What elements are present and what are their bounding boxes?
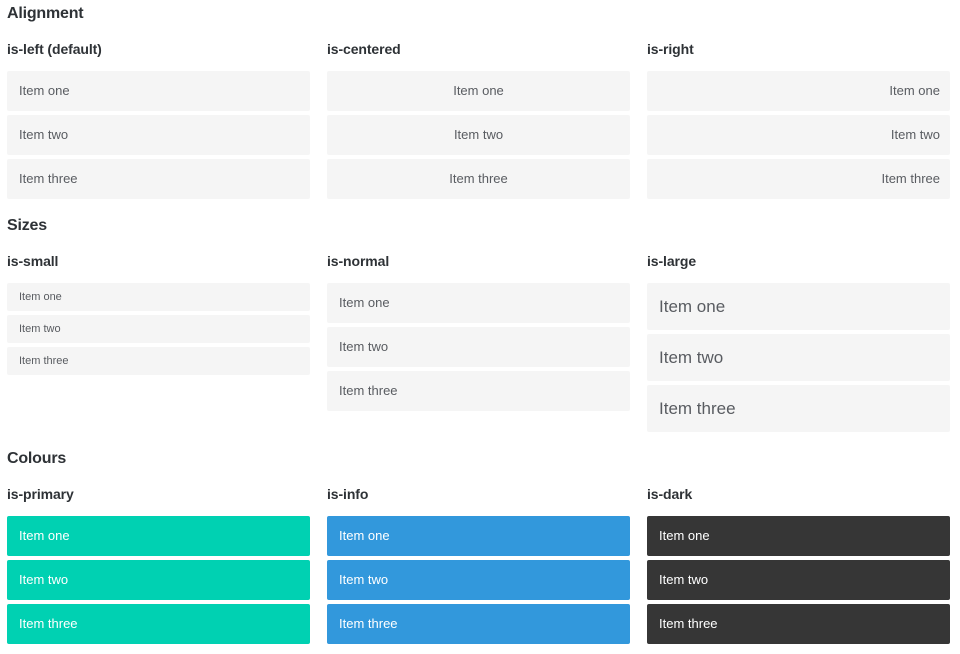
list-is-right: Item one Item two Item three — [647, 71, 950, 199]
list-item: Item three — [7, 159, 310, 199]
list-is-primary: Item one Item two Item three — [7, 516, 310, 644]
list-item: Item three — [7, 347, 310, 375]
list-item: Item three — [327, 159, 630, 199]
group-label-is-primary: is-primary — [7, 486, 74, 502]
list-item: Item two — [647, 115, 950, 155]
list-item: Item one — [647, 71, 950, 111]
list-item: Item two — [7, 115, 310, 155]
group-is-large: is-large Item one Item two Item three — [647, 253, 950, 432]
group-label-is-small: is-small — [7, 253, 59, 269]
list-item: Item one — [647, 516, 950, 556]
list-item: Item three — [327, 371, 630, 411]
list-item: Item one — [7, 516, 310, 556]
group-label-is-left: is-left (default) — [7, 41, 102, 57]
section-colours: Colours is-primary Item one Item two Ite… — [7, 449, 950, 644]
list-item: Item one — [327, 71, 630, 111]
list-item: Item three — [647, 604, 950, 644]
group-label-is-centered: is-centered — [327, 41, 401, 57]
list-item: Item three — [647, 385, 950, 432]
group-is-small: is-small Item one Item two Item three — [7, 253, 310, 375]
group-label-is-large: is-large — [647, 253, 696, 269]
list-item: Item two — [7, 560, 310, 600]
sizes-grid: is-small Item one Item two Item three is… — [7, 253, 950, 432]
list-item: Item two — [327, 327, 630, 367]
list-item: Item two — [327, 560, 630, 600]
list-is-large: Item one Item two Item three — [647, 283, 950, 432]
list-item: Item two — [7, 315, 310, 343]
section-title-sizes: Sizes — [7, 217, 47, 234]
group-label-is-dark: is-dark — [647, 486, 693, 502]
group-label-is-info: is-info — [327, 486, 369, 502]
group-is-info: is-info Item one Item two Item three — [327, 486, 630, 644]
list-item: Item two — [647, 334, 950, 381]
list-item: Item three — [327, 604, 630, 644]
list-is-small: Item one Item two Item three — [7, 283, 310, 375]
list-is-dark: Item one Item two Item three — [647, 516, 950, 644]
colours-grid: is-primary Item one Item two Item three … — [7, 486, 950, 644]
list-item: Item one — [327, 283, 630, 323]
section-alignment: Alignment is-left (default) Item one Ite… — [7, 4, 950, 199]
alignment-grid: is-left (default) Item one Item two Item… — [7, 41, 950, 199]
list-item: Item one — [327, 516, 630, 556]
section-title-alignment: Alignment — [7, 5, 84, 22]
list-is-left: Item one Item two Item three — [7, 71, 310, 199]
list-item: Item one — [7, 71, 310, 111]
group-label-is-right: is-right — [647, 41, 694, 57]
group-is-centered: is-centered Item one Item two Item three — [327, 41, 630, 199]
list-is-centered: Item one Item two Item three — [327, 71, 630, 199]
group-is-right: is-right Item one Item two Item three — [647, 41, 950, 199]
section-title-colours: Colours — [7, 450, 67, 467]
list-item: Item two — [327, 115, 630, 155]
list-is-normal: Item one Item two Item three — [327, 283, 630, 411]
section-sizes: Sizes is-small Item one Item two Item th… — [7, 216, 950, 432]
list-item: Item two — [647, 560, 950, 600]
group-is-left: is-left (default) Item one Item two Item… — [7, 41, 310, 199]
list-item: Item one — [7, 283, 310, 311]
group-label-is-normal: is-normal — [327, 253, 390, 269]
group-is-dark: is-dark Item one Item two Item three — [647, 486, 950, 644]
group-is-primary: is-primary Item one Item two Item three — [7, 486, 310, 644]
group-is-normal: is-normal Item one Item two Item three — [327, 253, 630, 411]
list-item: Item one — [647, 283, 950, 330]
list-is-info: Item one Item two Item three — [327, 516, 630, 644]
list-item: Item three — [647, 159, 950, 199]
list-item: Item three — [7, 604, 310, 644]
